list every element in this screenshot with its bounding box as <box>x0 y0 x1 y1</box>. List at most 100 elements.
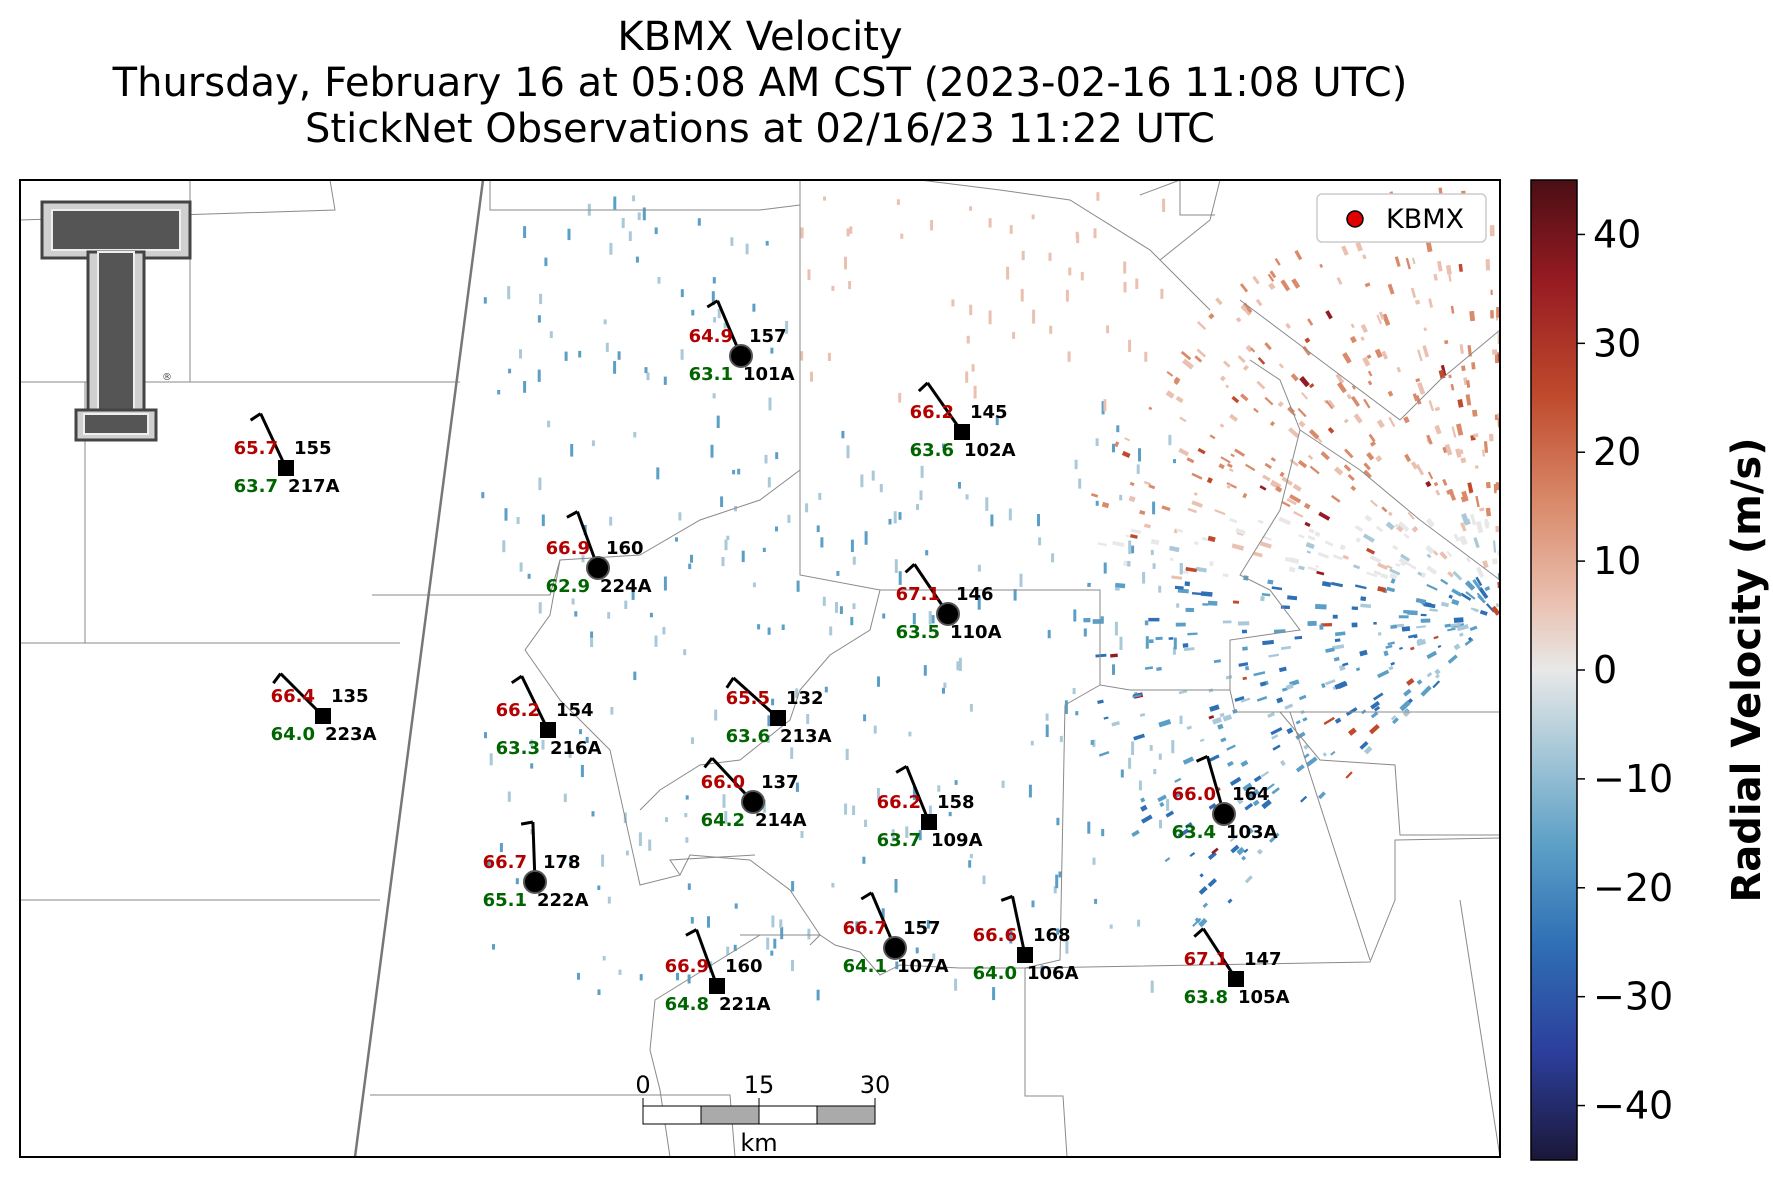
wind-barb-flag <box>703 757 714 769</box>
wind-barb-shaft <box>1202 927 1238 980</box>
station-id: 102A <box>964 440 1016 461</box>
station-222a: 66.7 178 65.1 222A <box>483 820 589 911</box>
station-temperature: 66.4 <box>271 686 315 707</box>
station-106a: 66.6 168 64.0 106A <box>973 894 1079 984</box>
colorbar-tick-label: 0 <box>1593 648 1617 692</box>
station-217a: 65.7 155 63.7 217A <box>234 412 340 497</box>
station-dewpoint: 64.0 <box>271 724 315 745</box>
station-dewpoint: 64.2 <box>701 810 745 831</box>
colorbar-tick-label: −40 <box>1593 1084 1673 1128</box>
texas-tech-double-t-logo: ® <box>40 200 192 442</box>
station-wind-direction: 160 <box>606 538 644 559</box>
station-107a: 66.7 157 64.1 107A <box>843 891 949 977</box>
station-wind-direction: 145 <box>970 402 1008 423</box>
station-square-marker <box>315 708 331 724</box>
wind-barb-shaft <box>695 929 719 987</box>
station-221a: 66.9 160 64.8 221A <box>665 928 771 1015</box>
colorbar-tick-label: 30 <box>1593 321 1641 365</box>
state-boundary <box>353 180 485 1157</box>
title-line-2: Thursday, February 16 at 05:08 AM CST (2… <box>112 60 1408 106</box>
wind-barb-flag <box>566 510 579 519</box>
station-dewpoint: 62.9 <box>546 576 590 597</box>
station-wind-direction: 137 <box>761 772 799 793</box>
scale-tick-30: 30 <box>860 1071 891 1099</box>
station-dewpoint: 63.5 <box>896 622 940 643</box>
wind-barb-shaft <box>926 381 964 433</box>
wind-barb-flag <box>272 672 282 685</box>
station-id: 109A <box>931 830 983 851</box>
scale-tick-15: 15 <box>744 1071 775 1099</box>
station-id: 101A <box>743 364 795 385</box>
station-temperature: 66.2 <box>496 700 540 721</box>
wind-barb-flag <box>895 765 908 774</box>
station-wind-direction: 157 <box>749 326 787 347</box>
wind-barb-flag <box>685 928 698 937</box>
station-id: 107A <box>897 956 949 977</box>
station-wind-direction: 178 <box>543 852 581 873</box>
station-213a: 65.5 132 63.6 213A <box>725 676 832 747</box>
station-temperature: 65.5 <box>726 688 770 709</box>
title-line-1: KBMX Velocity <box>617 14 903 60</box>
colorbar-tick-label: −20 <box>1593 866 1673 910</box>
station-temperature: 65.7 <box>234 438 278 459</box>
station-temperature: 67.1 <box>1184 949 1228 970</box>
station-temperature: 67.1 <box>896 584 940 605</box>
legend-label: KBMX <box>1386 204 1464 235</box>
wind-barb-flag <box>1193 927 1205 938</box>
station-dewpoint: 63.3 <box>496 738 540 759</box>
station-square-marker <box>921 814 937 830</box>
station-temperature: 66.2 <box>877 792 921 813</box>
station-temperature: 66.0 <box>701 772 745 793</box>
station-circle-marker <box>936 602 960 626</box>
station-dewpoint: 65.1 <box>483 890 527 911</box>
wind-barb-flag <box>1000 894 1014 902</box>
station-temperature: 66.7 <box>483 852 527 873</box>
station-wind-direction: 164 <box>1232 784 1270 805</box>
station-dewpoint: 63.1 <box>689 364 733 385</box>
station-110a: 67.1 146 63.5 110A <box>896 563 1002 643</box>
station-id: 103A <box>1226 822 1278 843</box>
map-area <box>20 180 1500 1157</box>
station-id: 110A <box>950 622 1002 643</box>
station-square-marker <box>278 460 294 476</box>
station-214a: 66.0 137 64.2 214A <box>701 757 807 831</box>
colorbar-label: Radial Velocity (m/s) <box>1724 437 1770 902</box>
map-legend: KBMX <box>1316 193 1487 243</box>
wind-barb-flag <box>860 891 873 901</box>
map-border <box>19 179 1501 1158</box>
station-wind-direction: 158 <box>937 792 975 813</box>
station-id: 223A <box>325 724 377 745</box>
kbmx-marker-icon <box>1346 210 1364 228</box>
scale-bar: 0 15 30 km <box>635 1071 890 1157</box>
colorbar-tick-label: −10 <box>1593 757 1673 801</box>
wind-barb-flag <box>520 820 534 826</box>
station-216a: 66.2 154 63.3 216A <box>496 674 602 759</box>
station-dewpoint: 63.7 <box>234 476 278 497</box>
station-wind-direction: 146 <box>956 584 994 605</box>
station-square-marker <box>770 710 786 726</box>
station-id: 217A <box>288 476 340 497</box>
station-id: 222A <box>537 890 589 911</box>
wind-barb-flag <box>725 677 735 689</box>
station-circle-marker <box>523 870 547 894</box>
station-temperature: 66.9 <box>546 538 590 559</box>
title-line-3: StickNet Observations at 02/16/23 11:22 … <box>305 106 1215 152</box>
station-dewpoint: 64.0 <box>973 963 1017 984</box>
station-101a: 64.9 157 63.1 101A <box>689 299 795 385</box>
station-dewpoint: 63.4 <box>1172 822 1216 843</box>
svg-text:®: ® <box>162 372 172 383</box>
station-dewpoint: 63.6 <box>726 726 770 747</box>
wind-barb-flag <box>706 299 719 309</box>
station-id: 105A <box>1238 987 1290 1008</box>
station-square-marker <box>1017 947 1033 963</box>
station-wind-direction: 132 <box>786 688 824 709</box>
station-temperature: 66.9 <box>665 956 709 977</box>
wind-barb-shaft <box>259 412 288 469</box>
wind-barb-flag <box>249 412 262 422</box>
station-wind-direction: 168 <box>1033 925 1071 946</box>
station-id: 106A <box>1027 963 1079 984</box>
station-wind-direction: 147 <box>1244 949 1282 970</box>
scale-unit: km <box>740 1129 777 1157</box>
station-temperature: 66.0 <box>1172 784 1216 805</box>
station-223a: 66.4 135 64.0 223A <box>271 672 377 745</box>
